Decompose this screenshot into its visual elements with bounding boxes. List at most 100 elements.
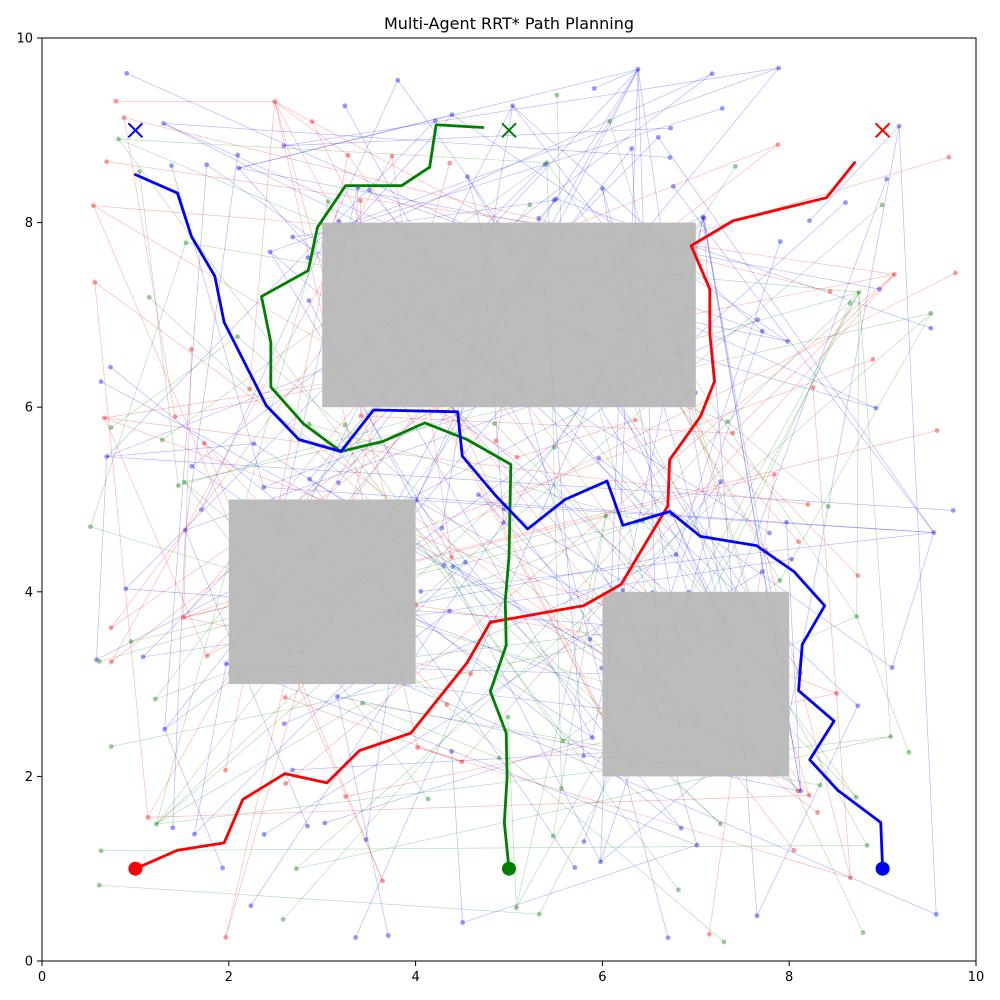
tree-node-green	[360, 700, 365, 706]
tree-edge-green	[856, 292, 860, 617]
tree-node-green	[854, 614, 860, 619]
tree-node-blue	[204, 162, 210, 167]
tree-edge-blue	[891, 532, 935, 668]
tree-node-green	[496, 755, 502, 761]
tree-node-green	[853, 794, 859, 800]
tree-edge-blue	[512, 105, 763, 332]
tree-node-blue	[767, 530, 772, 536]
tree-node-green	[554, 92, 560, 98]
tree-node-blue	[755, 317, 760, 323]
tree-node-blue	[465, 174, 470, 180]
tree-edge-blue	[353, 108, 723, 225]
tree-node-blue	[536, 215, 542, 221]
tree-node-red	[204, 653, 210, 659]
tree-node-red	[343, 794, 349, 799]
tree-node-blue	[460, 920, 466, 925]
tree-edge-green	[552, 515, 607, 837]
tree-edge-green	[156, 204, 883, 825]
x-tick-label: 6	[598, 970, 606, 985]
y-tick-label: 10	[16, 32, 33, 47]
tree-node-blue	[673, 552, 679, 557]
tree-node-blue	[709, 71, 715, 77]
tree-edge-blue	[164, 164, 208, 730]
tree-node-blue	[235, 152, 241, 158]
tree-node-green	[725, 419, 731, 425]
tree-node-red	[121, 115, 127, 121]
tree-edge-blue	[556, 198, 932, 329]
tree-node-green	[721, 939, 727, 945]
tree-node-green	[280, 917, 286, 922]
tree-node-red	[447, 160, 453, 166]
tree-edge-blue	[106, 456, 954, 511]
tree-node-red	[172, 414, 178, 420]
tree-edge-blue	[451, 751, 464, 923]
tree-node-blue	[223, 661, 229, 667]
tree-edge-red	[285, 274, 895, 784]
tree-edge-blue	[367, 341, 593, 738]
tree-edge-red	[249, 101, 276, 390]
tree-node-blue	[889, 665, 895, 671]
tree-node-blue	[449, 112, 455, 118]
tree-edge-green	[775, 683, 868, 846]
tree-edge-blue	[194, 562, 466, 835]
tree-edge-green	[515, 515, 607, 908]
tree-edge-blue	[673, 186, 935, 533]
tree-node-green	[560, 738, 566, 744]
tree-edge-blue	[201, 80, 399, 510]
tree-node-red	[223, 935, 229, 940]
tree-edge-green	[237, 336, 663, 701]
tree-node-red	[108, 659, 114, 665]
tree-node-blue	[884, 176, 890, 182]
tree-node-green	[928, 310, 934, 316]
tree-node-blue	[877, 286, 882, 292]
tree-node-green	[505, 714, 511, 720]
tree-node-blue	[450, 564, 456, 570]
tree-node-blue	[694, 842, 700, 848]
tree-edge-blue	[185, 155, 239, 531]
tree-node-blue	[551, 197, 557, 203]
tree-node-blue	[873, 405, 879, 411]
tree-node-blue	[162, 726, 168, 732]
red-start-marker	[128, 861, 143, 876]
x-tick-label: 0	[38, 970, 46, 985]
tree-node-blue	[950, 507, 956, 513]
tree-node-blue	[587, 637, 593, 642]
tree-node-red	[459, 759, 465, 765]
tree-node-blue	[589, 735, 595, 740]
tree-node-blue	[542, 162, 548, 167]
tree-node-red	[389, 153, 395, 159]
tree-node-red	[104, 159, 110, 165]
tree-edge-green	[295, 313, 932, 869]
tree-node-red	[632, 417, 638, 423]
x-tick-label: 8	[785, 970, 793, 985]
tree-node-red	[444, 702, 450, 707]
tree-node-red	[827, 289, 833, 294]
tree-node-green	[116, 136, 121, 142]
tree-edge-blue	[756, 705, 859, 916]
tree-node-blue	[719, 106, 725, 111]
tree-node-blue	[463, 559, 468, 565]
tree-node-blue	[261, 832, 267, 837]
tree-node-red	[282, 695, 288, 700]
tree-node-red	[358, 198, 363, 204]
tree-node-blue	[441, 562, 447, 568]
tree-edge-blue	[555, 69, 639, 200]
tree-node-blue	[104, 454, 110, 460]
tree-edge-green	[507, 716, 517, 908]
tree-edge-blue	[702, 216, 784, 663]
tree-node-blue	[678, 825, 684, 831]
tree-node-green	[183, 240, 189, 246]
tree-node-blue	[94, 657, 99, 663]
tree-node-blue	[667, 155, 673, 160]
tree-node-red	[953, 270, 958, 276]
tree-node-blue	[305, 823, 310, 829]
tree-edge-blue	[678, 202, 846, 353]
tree-node-red	[855, 573, 861, 579]
tree-edge-blue	[106, 443, 255, 458]
obstacle-layer	[228, 222, 790, 777]
tree-node-blue	[598, 859, 603, 865]
tree-edge-red	[274, 101, 534, 242]
tree-node-blue	[169, 163, 174, 169]
tree-edge-blue	[482, 69, 639, 238]
